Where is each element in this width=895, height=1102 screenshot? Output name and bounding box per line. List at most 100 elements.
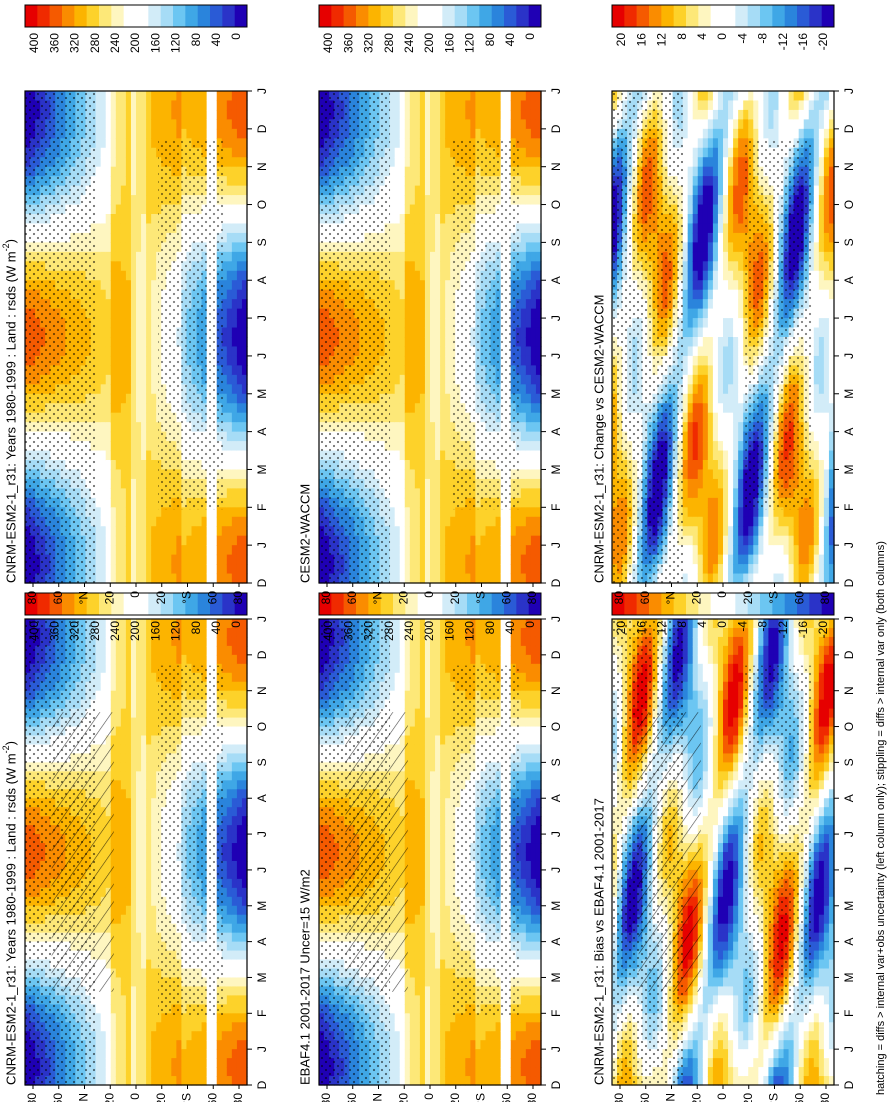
field-cell bbox=[221, 654, 228, 665]
field-cell bbox=[181, 109, 188, 120]
field-cell bbox=[196, 1049, 203, 1059]
field-cell bbox=[226, 869, 233, 880]
field-cell bbox=[151, 270, 157, 281]
field-cell bbox=[236, 100, 243, 111]
field-cell bbox=[181, 128, 188, 139]
field-cell bbox=[115, 753, 122, 763]
field-cell bbox=[226, 968, 233, 979]
field-cell bbox=[151, 627, 157, 638]
field-cell bbox=[231, 843, 238, 853]
field-cell bbox=[125, 147, 132, 158]
field-cell bbox=[146, 1067, 152, 1077]
field-cell bbox=[100, 441, 107, 452]
field-cell bbox=[125, 834, 132, 844]
field-cell bbox=[201, 564, 208, 575]
field-cell bbox=[206, 1013, 213, 1023]
field-cell bbox=[201, 128, 208, 139]
field-cell bbox=[231, 878, 238, 889]
field-cell bbox=[226, 157, 233, 168]
field-cell bbox=[236, 412, 243, 423]
field-cell bbox=[95, 232, 102, 243]
field-cell bbox=[216, 109, 223, 120]
field-cell bbox=[146, 735, 152, 746]
field-cell bbox=[156, 1022, 162, 1032]
field-cell bbox=[130, 441, 137, 452]
field-cell bbox=[176, 564, 183, 575]
field-cell bbox=[151, 1058, 157, 1068]
field-cell bbox=[171, 109, 177, 120]
field-cell bbox=[141, 261, 147, 272]
field-cell bbox=[211, 564, 218, 575]
field-cell bbox=[181, 1067, 188, 1077]
field-cell bbox=[110, 619, 117, 629]
field-cell bbox=[176, 1049, 183, 1059]
field-cell bbox=[141, 690, 147, 701]
field-cell bbox=[166, 654, 172, 665]
field-cell bbox=[125, 516, 132, 527]
field-cell bbox=[191, 573, 198, 584]
field-cell bbox=[120, 251, 127, 262]
field-cell bbox=[120, 780, 127, 790]
field-cell bbox=[141, 337, 147, 348]
field-cell bbox=[191, 645, 198, 656]
field-cell bbox=[231, 337, 238, 348]
field-cell bbox=[236, 478, 243, 489]
field-cell bbox=[115, 887, 122, 898]
field-cell bbox=[120, 488, 127, 499]
field-cell bbox=[130, 460, 137, 471]
field-cell bbox=[226, 251, 233, 262]
colorbar-swatch bbox=[99, 593, 112, 615]
field-cell bbox=[100, 431, 107, 442]
field-cell bbox=[241, 242, 248, 253]
field-cell bbox=[105, 214, 112, 225]
colorbar-label: 320 bbox=[68, 33, 82, 53]
field-cell bbox=[241, 852, 248, 862]
field-cell bbox=[125, 327, 132, 338]
field-cell bbox=[221, 128, 228, 139]
field-cell bbox=[156, 109, 162, 120]
field-cell bbox=[231, 488, 238, 499]
panel-title-end: ) bbox=[3, 239, 18, 243]
field-cell bbox=[120, 995, 127, 1005]
field-cell bbox=[236, 280, 243, 291]
field-cell bbox=[136, 403, 142, 414]
field-cell bbox=[226, 690, 233, 701]
field-cell bbox=[191, 100, 198, 111]
field-cell bbox=[166, 1067, 172, 1077]
field-cell bbox=[181, 654, 188, 665]
field-cell bbox=[156, 1058, 162, 1068]
field-cell bbox=[100, 365, 107, 376]
field-cell bbox=[156, 1076, 162, 1086]
field-cell bbox=[105, 627, 112, 638]
field-cell bbox=[141, 1067, 147, 1077]
field-cell bbox=[171, 645, 177, 656]
field-cell bbox=[241, 834, 248, 844]
month-tick-label: J bbox=[255, 542, 269, 548]
field-cell bbox=[115, 950, 122, 961]
field-cell bbox=[241, 807, 248, 817]
field-cell bbox=[176, 1022, 183, 1032]
field-cell bbox=[105, 554, 112, 565]
field-cell bbox=[236, 726, 243, 737]
field-cell bbox=[136, 516, 142, 527]
field-cell bbox=[216, 1040, 223, 1050]
colorbar-label: 160 bbox=[148, 33, 162, 53]
field-cell bbox=[141, 374, 147, 385]
field-cell bbox=[151, 986, 157, 996]
month-tick-label: M bbox=[255, 389, 269, 399]
field-cell bbox=[231, 619, 238, 629]
field-cell bbox=[100, 147, 107, 158]
field-cell bbox=[226, 261, 233, 272]
field-cell bbox=[136, 327, 142, 338]
field-cell bbox=[115, 393, 122, 404]
field-cell bbox=[236, 771, 243, 781]
field-cell bbox=[125, 735, 132, 746]
field-cell bbox=[95, 497, 102, 508]
lat-tick-label: °S bbox=[180, 591, 194, 604]
field-cell bbox=[95, 214, 102, 225]
field-cell bbox=[226, 554, 233, 565]
field-cell bbox=[171, 1049, 177, 1059]
field-cell bbox=[236, 1067, 243, 1077]
field-cell bbox=[151, 636, 157, 647]
field-cell bbox=[166, 1031, 172, 1041]
